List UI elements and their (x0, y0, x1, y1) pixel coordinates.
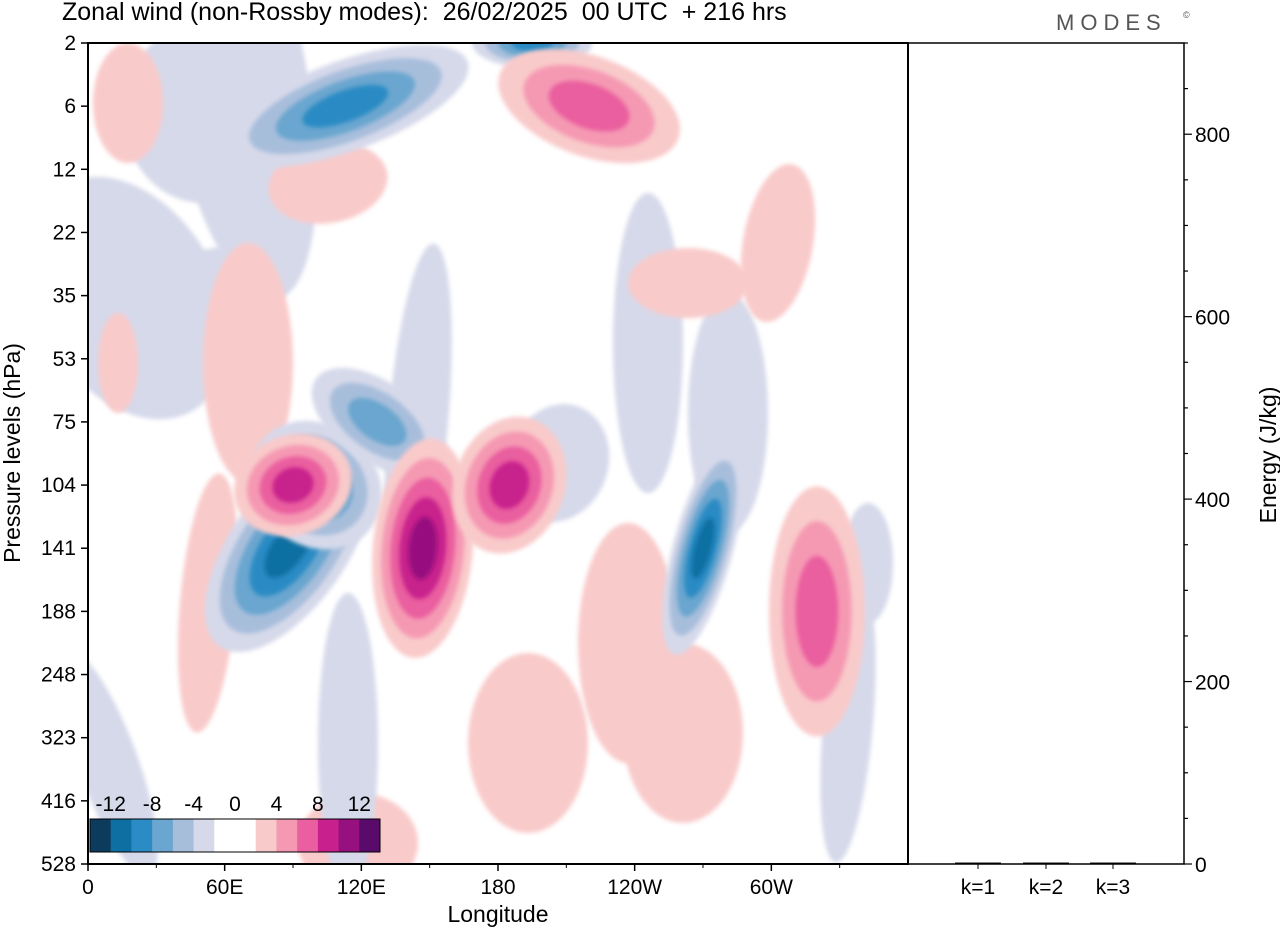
colorbar-swatch (110, 819, 132, 852)
energy-tick-label: 400 (1195, 489, 1230, 512)
energy-panel-frame (907, 42, 1185, 865)
energy-axis-title: Energy (J/kg) (1255, 387, 1280, 524)
wavenumber-label: k=2 (1029, 876, 1063, 899)
wind-anomaly-westerly (498, 49, 681, 164)
longitude-tick-label: 120E (337, 876, 386, 899)
pressure-axis: 2 6 12 22 35 53 75 104 141 188 248 323 416 528 (41, 32, 88, 876)
energy-axis: 0 200 400 600 800 (1184, 42, 1230, 877)
colorbar-swatch (297, 819, 319, 852)
pressure-tick-label: 188 (41, 600, 76, 623)
colorbar: -12 -8 -4 0 4 8 12 (89, 793, 381, 853)
energy-bar-k=2 (1023, 862, 1069, 865)
longitude-axis: 0 60E 120E 180 120W 60W (82, 864, 841, 899)
contour-patch-neg (88, 176, 230, 420)
colorbar-swatch (276, 819, 298, 852)
contour-patch-neg (613, 193, 683, 493)
energy-bars: k=1 k=2 k=3 (955, 862, 1136, 899)
wind-anomaly-westerly (234, 433, 352, 537)
wind-anomaly-easterly (662, 441, 744, 655)
longitude-tick-label: 60E (206, 876, 243, 899)
pressure-tick-label: 323 (41, 727, 76, 750)
colorbar-swatch (359, 819, 381, 852)
wind-anomaly-westerly (683, 0, 838, 16)
contour-patch-pos (623, 643, 743, 823)
energy-tick-label: 0 (1195, 854, 1207, 877)
pressure-tick-label: 53 (53, 348, 76, 371)
pressure-tick-label: 2 (64, 32, 76, 55)
wind-anomaly-westerly (849, 0, 899, 15)
pressure-tick-label: 416 (41, 790, 76, 813)
colorbar-label: 8 (312, 793, 324, 816)
contour-patch-pos (468, 653, 588, 833)
colorbar-label: -12 (96, 793, 126, 816)
pressure-tick-label: 22 (53, 221, 76, 244)
longitude-tick-label: 180 (480, 876, 515, 899)
modes-logo: MODES (1056, 10, 1167, 35)
colorbar-label: 0 (229, 793, 241, 816)
colorbar-label: -8 (143, 793, 162, 816)
pressure-tick-label: 104 (41, 474, 76, 497)
contour-patch-pos (203, 243, 293, 483)
contour-patch-pos (740, 163, 816, 323)
colorbar-swatch (255, 819, 277, 852)
pressure-tick-label: 35 (53, 285, 76, 308)
colorbar-label: -4 (184, 793, 203, 816)
colorbar-swatch (193, 819, 215, 852)
energy-bar-k=3 (1090, 862, 1136, 865)
colorbar-label: 12 (348, 793, 371, 816)
colorbar-swatch (317, 819, 340, 852)
contour-patch-pos (98, 313, 138, 413)
colorbar-swatch (214, 819, 236, 852)
contour-patch-neg (318, 593, 378, 864)
contour-patch-pos (628, 248, 748, 318)
contour-patch-pos (93, 43, 163, 163)
x-axis-title: Longitude (447, 901, 548, 927)
colorbar-swatch (338, 819, 360, 852)
wind-anomaly-easterly (222, 44, 469, 168)
energy-tick-label: 200 (1195, 672, 1230, 695)
y-axis-title: Pressure levels (hPa) (0, 343, 25, 563)
longitude-tick-label: 0 (82, 876, 94, 899)
colorbar-swatch (235, 819, 257, 852)
pressure-tick-label: 6 (64, 95, 76, 118)
energy-bar-k=1 (955, 862, 1001, 865)
wind-anomaly-westerly (372, 438, 474, 658)
colorbar-label: 4 (271, 793, 283, 816)
wind-anomaly-westerly (452, 416, 567, 554)
colorbar-swatch (152, 819, 174, 852)
wavenumber-label: k=1 (961, 876, 995, 899)
wavenumber-label: k=3 (1096, 876, 1130, 899)
colorbar-swatch (131, 819, 153, 852)
chart-title: Zonal wind (non-Rossby modes): 26/02/202… (62, 0, 787, 26)
pressure-tick-label: 248 (41, 664, 76, 687)
pressure-tick-label: 12 (53, 158, 76, 181)
pressure-tick-label: 75 (53, 411, 76, 434)
energy-tick-label: 800 (1195, 124, 1230, 147)
wind-anomaly-westerly (768, 486, 865, 737)
copyright-mark: © (1183, 10, 1190, 20)
longitude-tick-label: 120W (607, 876, 662, 899)
zonal-wind-contour-field (88, 0, 899, 864)
longitude-tick-label: 60W (750, 876, 793, 899)
pressure-tick-label: 141 (41, 537, 76, 560)
colorbar-swatch (90, 819, 112, 852)
energy-tick-label: 600 (1195, 307, 1230, 330)
pressure-tick-label: 528 (41, 853, 76, 876)
colorbar-swatch (172, 819, 195, 852)
